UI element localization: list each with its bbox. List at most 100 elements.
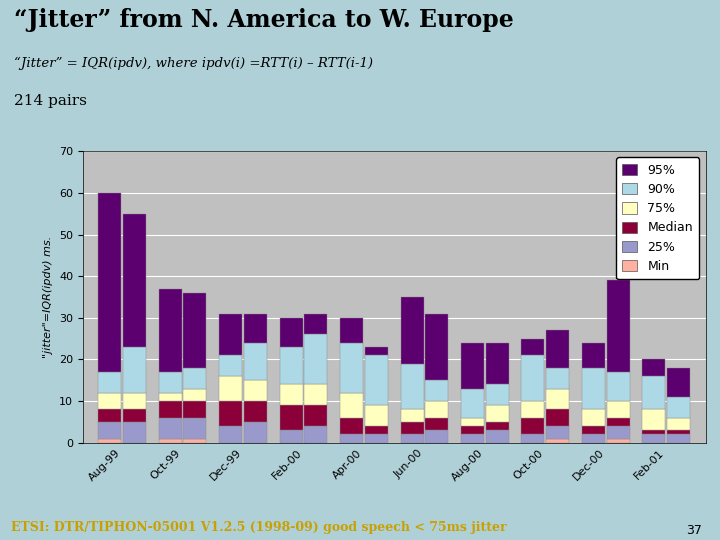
Bar [365,435,388,443]
Bar [340,393,363,418]
Text: “Jitter” from N. America to W. Europe: “Jitter” from N. America to W. Europe [14,8,514,32]
Bar [184,438,207,443]
Bar [521,418,544,435]
Bar [426,380,449,401]
Bar [582,343,605,368]
Bar [486,343,509,384]
Bar [426,314,449,380]
Bar [98,409,121,422]
Bar [426,418,449,430]
Bar [546,389,570,409]
Bar [667,368,690,397]
Bar [521,401,544,418]
Bar [486,430,509,443]
Bar [123,409,146,422]
Bar [158,289,181,372]
Bar [123,347,146,393]
Bar [184,418,207,438]
Bar [158,418,181,438]
Bar [219,376,242,401]
Bar [123,214,146,347]
Bar [486,422,509,430]
Bar [667,435,690,443]
Bar [607,280,630,372]
Bar [521,435,544,443]
Bar [461,435,484,443]
Y-axis label: "jitter"=IQR(ipdv) ms.: "jitter"=IQR(ipdv) ms. [43,236,53,358]
Bar [158,438,181,443]
Bar [400,422,423,435]
Bar [184,389,207,401]
Bar [607,372,630,401]
Bar [521,355,544,401]
Bar [244,314,267,343]
Bar [461,343,484,389]
Bar [184,401,207,418]
Bar [642,376,665,409]
Bar [305,426,328,443]
Bar [400,297,423,363]
Bar [486,384,509,406]
Text: 37: 37 [686,524,702,537]
Bar [98,193,121,372]
Bar [607,438,630,443]
Bar [244,422,267,443]
Bar [158,401,181,418]
Bar [158,372,181,393]
Bar [667,418,690,430]
Bar [98,438,121,443]
Bar [365,426,388,435]
Bar [340,318,363,343]
Bar [582,409,605,426]
Bar [305,314,328,334]
Bar [219,426,242,443]
Bar [244,380,267,401]
Bar [667,397,690,418]
Bar [340,343,363,393]
Bar [305,406,328,426]
Bar [546,368,570,389]
Text: 214 pairs: 214 pairs [14,94,87,109]
Legend: 95%, 90%, 75%, Median, 25%, Min: 95%, 90%, 75%, Median, 25%, Min [616,158,699,279]
Bar [546,438,570,443]
Bar [521,339,544,355]
Bar [305,334,328,384]
Bar [279,430,302,443]
Bar [98,372,121,393]
Bar [582,426,605,435]
Bar [426,430,449,443]
Bar [219,314,242,355]
Text: “Jitter” = IQR(ipdv), where ipdv(i) =RTT(i) – RTT(i-1): “Jitter” = IQR(ipdv), where ipdv(i) =RTT… [14,57,374,70]
Bar [340,418,363,435]
Bar [305,384,328,406]
Bar [546,330,570,368]
Bar [546,426,570,438]
Bar [365,347,388,355]
Bar [123,393,146,409]
Bar [184,293,207,368]
Bar [98,393,121,409]
Bar [365,355,388,406]
Bar [365,406,388,426]
Bar [642,430,665,435]
Bar [642,360,665,376]
Bar [123,422,146,443]
Bar [546,409,570,426]
Bar [158,393,181,401]
Bar [279,347,302,384]
Bar [582,368,605,409]
Bar [279,406,302,430]
Bar [461,426,484,435]
Text: ETSI: DTR/TIPHON-05001 V1.2.5 (1998-09) good speech < 75ms jitter: ETSI: DTR/TIPHON-05001 V1.2.5 (1998-09) … [11,521,506,534]
Bar [400,409,423,422]
Bar [582,435,605,443]
Bar [461,418,484,426]
Bar [667,430,690,435]
Bar [461,389,484,418]
Bar [400,435,423,443]
Bar [98,422,121,438]
Bar [607,418,630,426]
Bar [244,343,267,380]
Bar [219,355,242,376]
Bar [642,409,665,430]
